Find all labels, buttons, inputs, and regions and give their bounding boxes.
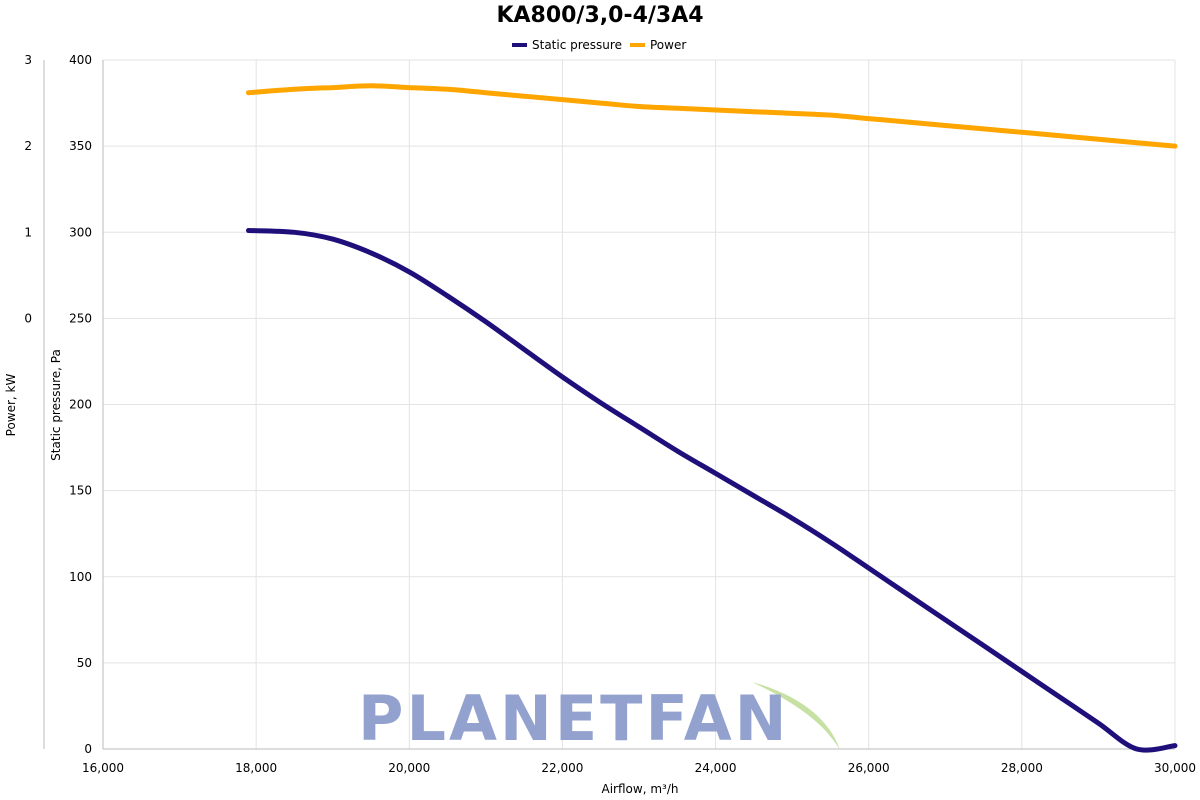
power-tick-label: 2 [24,139,32,153]
power-tick-label: 1 [24,225,32,239]
x-tick-label: 18,000 [235,761,277,775]
pressure-axis-ticks: 0 50 100 150 200 250 300 350 400 [69,53,92,756]
x-tick-label: 28,000 [1001,761,1043,775]
x-tick-label: 30,000 [1154,761,1196,775]
legend: Static pressure Power [512,38,686,52]
pressure-tick-label: 150 [69,484,92,498]
power-tick-label: 0 [24,311,32,325]
chart-title: KA800/3,0-4/3A4 [496,3,703,28]
x-axis-ticks: 16,000 18,000 20,000 22,000 24,000 26,000 28,0… [82,761,1196,775]
pressure-tick-label: 200 [69,398,92,412]
x-tick-label: 16,000 [82,761,124,775]
watermark: PLANETFAN [358,682,840,755]
pressure-tick-label: 100 [69,570,92,584]
power-tick-label: 3 [24,53,32,67]
grid [102,59,1176,750]
pressure-tick-label: 400 [69,53,92,67]
series-line-static-pressure [246,228,1178,753]
pressure-tick-label: 350 [69,139,92,153]
pressure-axis-label: Static pressure, Pa [49,349,63,461]
x-axis-label: Airflow, m³/h [602,782,679,796]
power-axis-label: Power, kW [4,374,18,437]
legend-label-power: Power [650,38,686,52]
x-tick-label: 20,000 [388,761,430,775]
pressure-tick-label: 0 [84,742,92,756]
pressure-tick-label: 50 [77,656,92,670]
series-layer [246,83,1178,753]
x-tick-label: 26,000 [848,761,890,775]
legend-label-static-pressure: Static pressure [532,38,622,52]
watermark-text: PLANETFAN [358,682,790,755]
x-tick-label: 22,000 [541,761,583,775]
x-tick-label: 24,000 [695,761,737,775]
pressure-tick-label: 300 [69,225,92,239]
series-line-power [246,83,1178,149]
power-axis-ticks: 0 1 2 3 [24,53,32,325]
pressure-tick-label: 250 [69,311,92,325]
